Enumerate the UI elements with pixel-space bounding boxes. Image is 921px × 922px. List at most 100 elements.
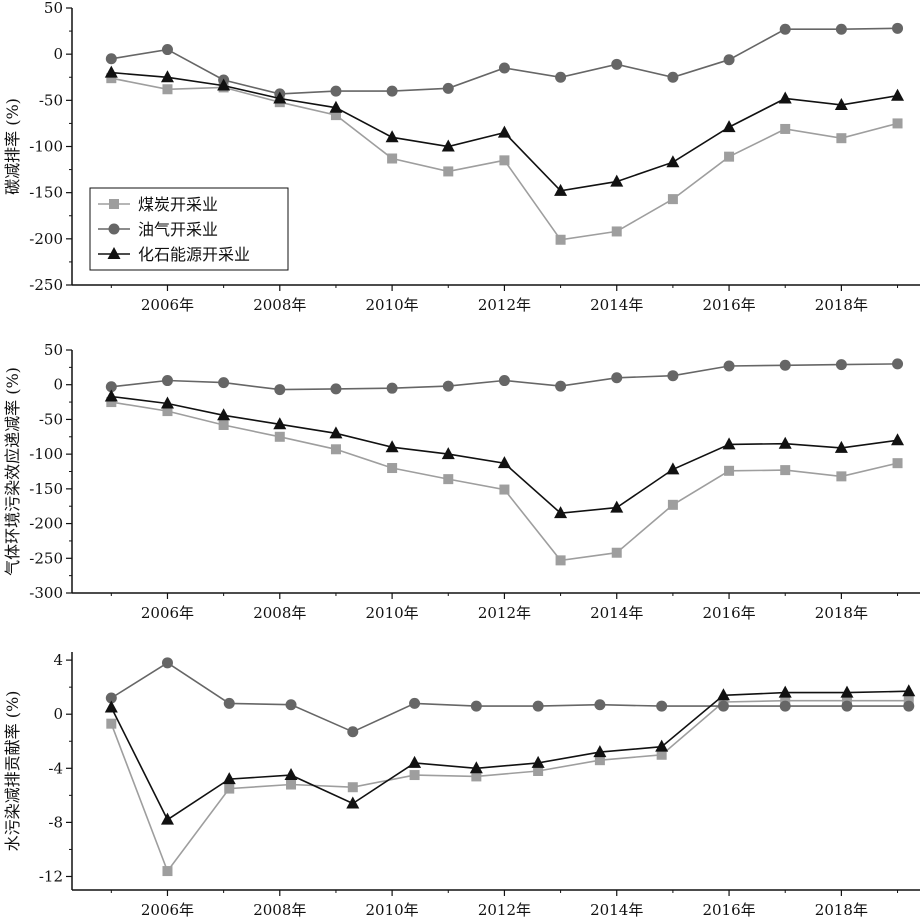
x-tick-label: 2006年 — [141, 296, 194, 314]
data-point-triangle — [891, 433, 905, 446]
data-point-square — [836, 133, 847, 144]
data-point-triangle — [610, 500, 624, 513]
data-point-square — [836, 471, 847, 482]
y-tick-label: 0 — [53, 45, 63, 63]
data-point-triangle — [778, 436, 792, 449]
data-point-circle — [274, 384, 286, 396]
data-point-square — [387, 153, 398, 164]
legend-label: 油气开采业 — [138, 220, 218, 239]
y-tick-label: -150 — [29, 480, 63, 498]
data-point-square — [162, 866, 173, 877]
data-point-circle — [218, 377, 230, 389]
series-line — [110, 699, 909, 873]
data-point-circle — [903, 700, 915, 712]
series-line — [111, 401, 898, 562]
data-point-triangle — [891, 88, 905, 101]
data-point-square — [224, 783, 235, 794]
data-point-circle — [498, 62, 510, 74]
data-point-square — [106, 73, 117, 84]
data-point-circle — [409, 697, 421, 709]
data-point-square — [499, 155, 510, 166]
y-tick-label: 50 — [44, 341, 63, 359]
y-tick-label: -4 — [48, 759, 63, 777]
y-tick-label: -50 — [39, 410, 63, 428]
series-line — [110, 661, 909, 733]
data-point-circle — [723, 360, 735, 372]
series-3 — [104, 389, 905, 519]
series-2 — [105, 657, 915, 738]
x-tick-label: 2014年 — [590, 901, 643, 919]
data-point-triangle — [593, 745, 607, 758]
data-point-circle — [892, 22, 904, 34]
data-point-circle — [892, 358, 904, 370]
y-axis-title: 水污染减排贡献率 (%) — [3, 691, 22, 852]
data-point-circle — [667, 370, 679, 382]
data-point-circle — [442, 82, 454, 94]
data-point-square — [667, 194, 678, 205]
x-tick-label: 2010年 — [366, 604, 419, 622]
data-point-square — [274, 431, 285, 442]
data-point-square — [656, 749, 667, 760]
data-point-circle — [779, 359, 791, 371]
data-point-square — [780, 465, 791, 476]
data-point-triangle — [497, 125, 511, 138]
series-3 — [104, 65, 905, 196]
data-point-triangle — [722, 437, 736, 450]
data-point-triangle — [104, 389, 118, 402]
y-tick-label: -100 — [29, 138, 63, 156]
data-point-triangle — [666, 462, 680, 475]
y-axis-title: 气体环境污染效应递减率 (%) — [3, 367, 22, 576]
data-point-circle — [555, 71, 567, 83]
data-point-triangle — [107, 247, 121, 259]
data-point-circle — [779, 700, 791, 712]
data-point-triangle — [722, 120, 736, 133]
data-point-square — [162, 84, 173, 95]
data-point-triangle — [554, 183, 568, 196]
x-tick-label: 2010年 — [366, 901, 419, 919]
data-point-triangle — [160, 812, 174, 825]
data-point-circle — [161, 44, 173, 56]
data-point-triangle — [217, 78, 231, 91]
data-point-triangle — [655, 739, 669, 752]
data-point-triangle — [666, 155, 680, 168]
data-point-circle — [442, 380, 454, 392]
y-tick-label: -50 — [39, 91, 63, 109]
y-tick-label: 0 — [53, 705, 63, 723]
legend-label: 煤炭开采业 — [138, 195, 218, 214]
data-point-triangle — [346, 796, 360, 809]
data-point-triangle — [273, 91, 287, 104]
x-tick-label: 2006年 — [141, 901, 194, 919]
panel-2: 50 0 -50 -100 -150 -200 -250 -300 2006年 2008年 2010… — [3, 341, 920, 622]
y-tick-label: 4 — [53, 651, 63, 669]
data-point-triangle — [104, 700, 118, 713]
data-point-square — [106, 718, 117, 729]
x-tick-label: 2014年 — [590, 604, 643, 622]
data-point-square — [724, 151, 735, 162]
series-line — [110, 690, 909, 821]
data-point-triangle — [716, 688, 730, 701]
data-point-square — [594, 755, 605, 766]
data-point-triangle — [441, 139, 455, 152]
data-point-circle — [717, 700, 729, 712]
y-tick-label: -200 — [29, 230, 63, 248]
data-point-square — [892, 118, 903, 129]
x-tick-label: 2014年 — [590, 296, 643, 314]
x-tick-label: 2018年 — [815, 296, 868, 314]
data-point-square — [892, 458, 903, 469]
data-point-square — [555, 555, 566, 566]
data-point-square — [409, 770, 420, 781]
data-point-triangle — [902, 684, 916, 697]
data-point-square — [499, 484, 510, 495]
data-point-square — [162, 406, 173, 417]
data-point-square — [347, 782, 358, 793]
data-point-triangle — [497, 456, 511, 469]
data-point-circle — [835, 23, 847, 35]
series-1 — [106, 397, 903, 566]
data-point-square — [443, 166, 454, 177]
data-point-square — [286, 779, 297, 790]
data-point-square — [780, 123, 791, 134]
y-tick-label: -300 — [29, 584, 63, 602]
x-tick-label: 2018年 — [815, 901, 868, 919]
x-tick-label: 2008年 — [253, 604, 306, 622]
